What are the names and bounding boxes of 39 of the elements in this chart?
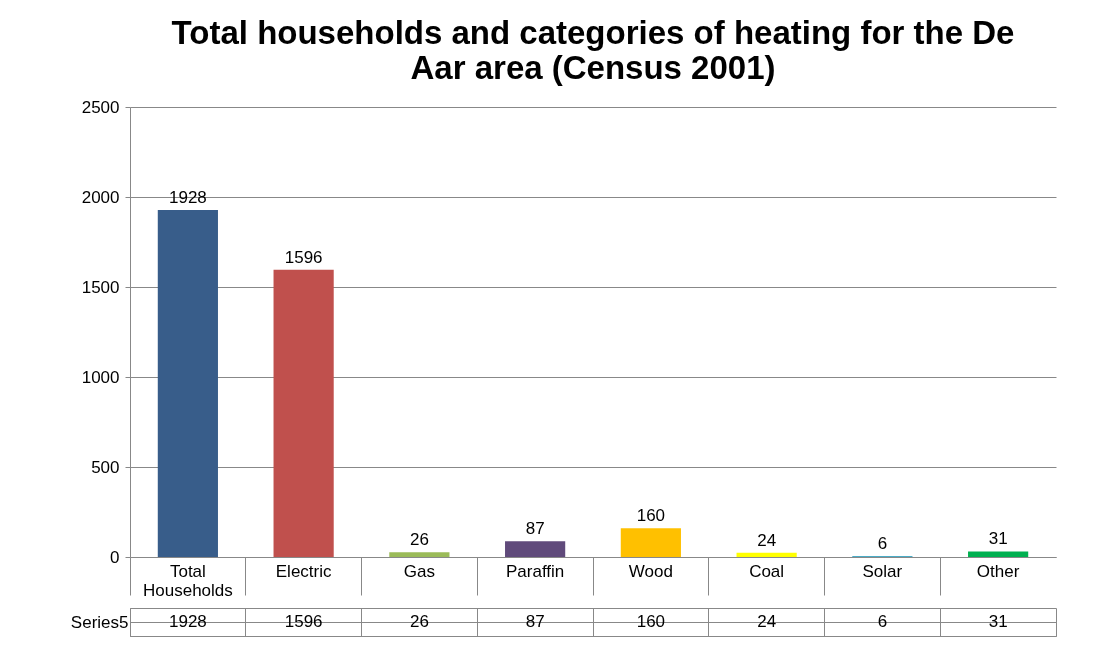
data-label: 6 <box>877 612 888 631</box>
text: 6 <box>877 533 888 553</box>
text: 26 <box>409 530 429 550</box>
text: 24 <box>757 530 777 550</box>
text: 1596 <box>284 247 323 267</box>
bar <box>505 541 566 557</box>
text: 87 <box>525 519 545 539</box>
bar <box>968 551 1029 557</box>
data-label: 26 <box>409 612 429 631</box>
chart-title: Total households and categories of heating for the De Aar area (Census 2001) <box>171 14 1015 86</box>
data-label: 87 <box>525 612 545 631</box>
bar <box>157 209 218 557</box>
x-tick-label: Other <box>976 561 1020 581</box>
y-tick-label: 2500 <box>81 97 120 117</box>
y-tick-label: 500 <box>91 457 120 477</box>
x-tick-label: Solar <box>862 561 903 581</box>
bar <box>389 552 450 557</box>
y-tick-label: 0 <box>110 547 120 567</box>
x-tick-label: Coal <box>749 561 785 581</box>
bar <box>273 269 334 557</box>
data-label: 24 <box>757 612 777 631</box>
data-label: 160 <box>636 612 666 631</box>
x-tick-label: Paraffin <box>505 561 565 581</box>
bar <box>736 552 797 557</box>
data-label: 1928 <box>168 612 207 631</box>
text: 1928 <box>168 187 207 207</box>
x-tick-label: Electric <box>275 561 332 581</box>
text: 31 <box>988 529 1008 549</box>
data-label: 31 <box>988 612 1008 631</box>
x-tick-label: Gas <box>403 561 435 581</box>
x-tick-label: Total Households <box>142 561 233 600</box>
text: Series5 <box>70 612 129 632</box>
data-label: 1596 <box>284 612 323 631</box>
bar <box>620 528 681 557</box>
x-tick-label: Wood <box>628 561 673 581</box>
y-tick-label: 2000 <box>81 187 120 207</box>
y-tick-label: 1000 <box>81 367 120 387</box>
y-tick-label: 1500 <box>81 277 120 297</box>
text: 160 <box>636 506 666 526</box>
